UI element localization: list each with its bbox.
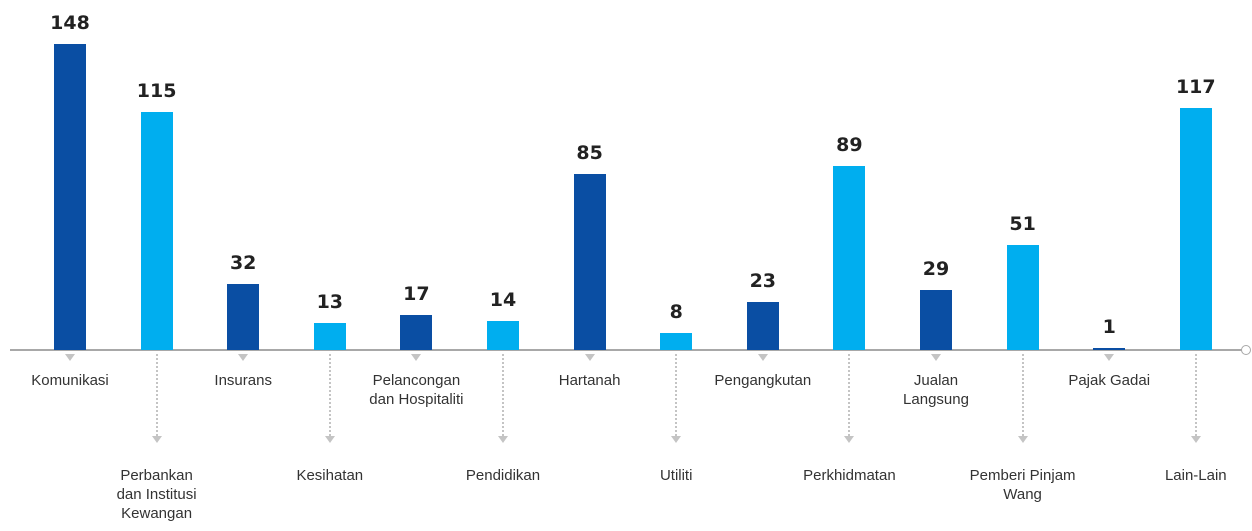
arrow	[411, 354, 422, 361]
arrow	[1190, 436, 1201, 443]
category-label: Pemberi Pinjam Wang	[969, 467, 1076, 503]
connector	[328, 354, 331, 436]
value-label: 8	[669, 301, 683, 324]
value-label: 32	[229, 251, 257, 274]
arrow	[844, 436, 855, 443]
arrow	[238, 354, 249, 361]
bar	[140, 112, 173, 350]
category-label: Pajak Gadai	[1068, 372, 1151, 389]
bar	[313, 323, 346, 350]
arrow	[1104, 354, 1115, 361]
category-label: Pengangkutan	[714, 372, 812, 389]
category-label: Perbankan dan Institusi Kewangan	[116, 467, 197, 522]
bar	[487, 321, 519, 350]
bar	[746, 302, 779, 350]
value-label: 117	[1175, 76, 1216, 99]
arrow	[671, 436, 682, 443]
arrow	[324, 436, 335, 443]
value-label: 148	[50, 12, 90, 34]
value-label: 17	[403, 282, 430, 305]
category-label: Kesihatan	[296, 467, 364, 484]
arrow	[151, 436, 162, 443]
value-label: 14	[489, 289, 517, 312]
arrow	[757, 354, 768, 361]
arrow	[931, 354, 941, 361]
category-label: Komunikasi	[31, 372, 109, 389]
category-label: Lain-Lain	[1164, 467, 1227, 484]
bar	[920, 290, 952, 350]
arrow	[584, 354, 595, 361]
value-label: 89	[836, 133, 863, 156]
connector	[675, 354, 678, 436]
category-label: Pelancongan dan Hospitaliti	[369, 372, 464, 408]
connector	[848, 354, 851, 436]
arrow	[498, 436, 508, 443]
bar	[1006, 244, 1039, 350]
value-label: 29	[922, 258, 950, 281]
bar	[1093, 347, 1126, 350]
value-label: 1	[1102, 315, 1116, 338]
connector	[502, 354, 504, 436]
connector	[1021, 354, 1024, 436]
bar	[833, 165, 866, 350]
connector	[155, 354, 158, 436]
value-label: 51	[1009, 212, 1036, 235]
category-label: Pendidikan	[465, 467, 541, 484]
category-label: Insurans	[214, 372, 272, 389]
arrow	[1017, 436, 1028, 443]
value-label: 115	[136, 80, 177, 103]
category-label: Perkhidmatan	[803, 467, 896, 484]
value-label: 23	[749, 270, 777, 293]
bar	[1179, 108, 1212, 350]
connector	[1194, 354, 1197, 436]
bar	[660, 333, 693, 350]
baseline-end	[1241, 345, 1251, 355]
category-label: Utiliti	[659, 467, 693, 484]
value-label: 85	[576, 142, 603, 165]
category-label: Hartanah	[558, 372, 621, 389]
bar	[227, 283, 260, 350]
bar	[400, 314, 433, 350]
arrow	[65, 354, 75, 361]
value-label: 13	[316, 291, 344, 314]
bar	[573, 174, 606, 350]
bar	[54, 44, 86, 350]
baseline	[10, 349, 1243, 351]
category-label: Jualan Langsung	[903, 372, 969, 408]
